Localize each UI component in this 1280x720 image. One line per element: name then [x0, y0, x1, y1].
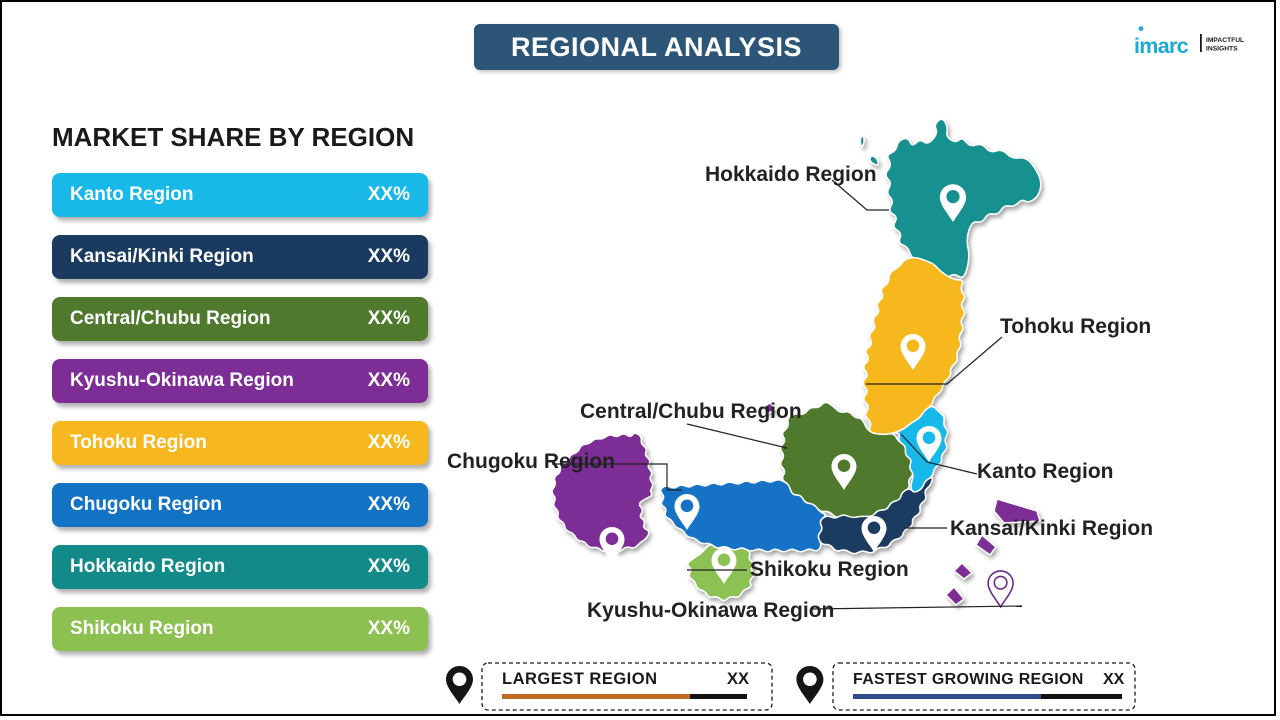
svg-text:FASTEST GROWING REGION: FASTEST GROWING REGION: [853, 671, 1084, 688]
svg-text:XX: XX: [727, 670, 749, 688]
svg-text:LARGEST REGION: LARGEST REGION: [502, 670, 658, 688]
svg-text:XX: XX: [1103, 671, 1125, 688]
